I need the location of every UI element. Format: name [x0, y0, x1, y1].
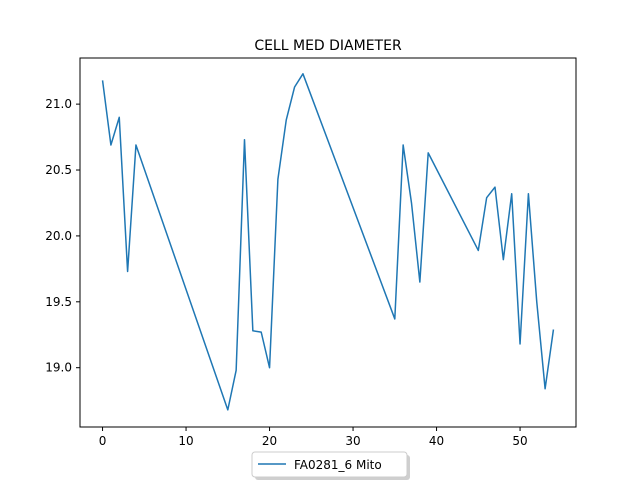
x-tick-label: 30 [345, 434, 360, 448]
x-tick-label: 50 [512, 434, 527, 448]
series-line [101, 73, 555, 411]
series-layer [101, 73, 555, 411]
legend: FA0281_6 Mito [251, 451, 410, 480]
y-tick-label: 19.0 [45, 361, 72, 375]
x-tick-label: 10 [178, 434, 193, 448]
plot-area-frame [79, 57, 577, 428]
y-tick-label: 21.0 [45, 97, 72, 111]
x-tick-label: 40 [429, 434, 444, 448]
legend-label: FA0281_6 Mito [294, 458, 382, 472]
y-tick-label: 20.0 [45, 229, 72, 243]
chart-title: CELL MED DIAMETER [254, 38, 402, 54]
legend-box [251, 451, 408, 478]
x-tick-label: 0 [99, 434, 107, 448]
y-tick-label: 20.5 [45, 163, 72, 177]
x-axis: 0 10 20 30 40 50 [99, 427, 528, 448]
y-tick-label: 19.5 [45, 295, 72, 309]
x-tick-label: 20 [262, 434, 277, 448]
y-axis: 19.0 19.5 20.0 20.5 21.0 [45, 97, 80, 375]
